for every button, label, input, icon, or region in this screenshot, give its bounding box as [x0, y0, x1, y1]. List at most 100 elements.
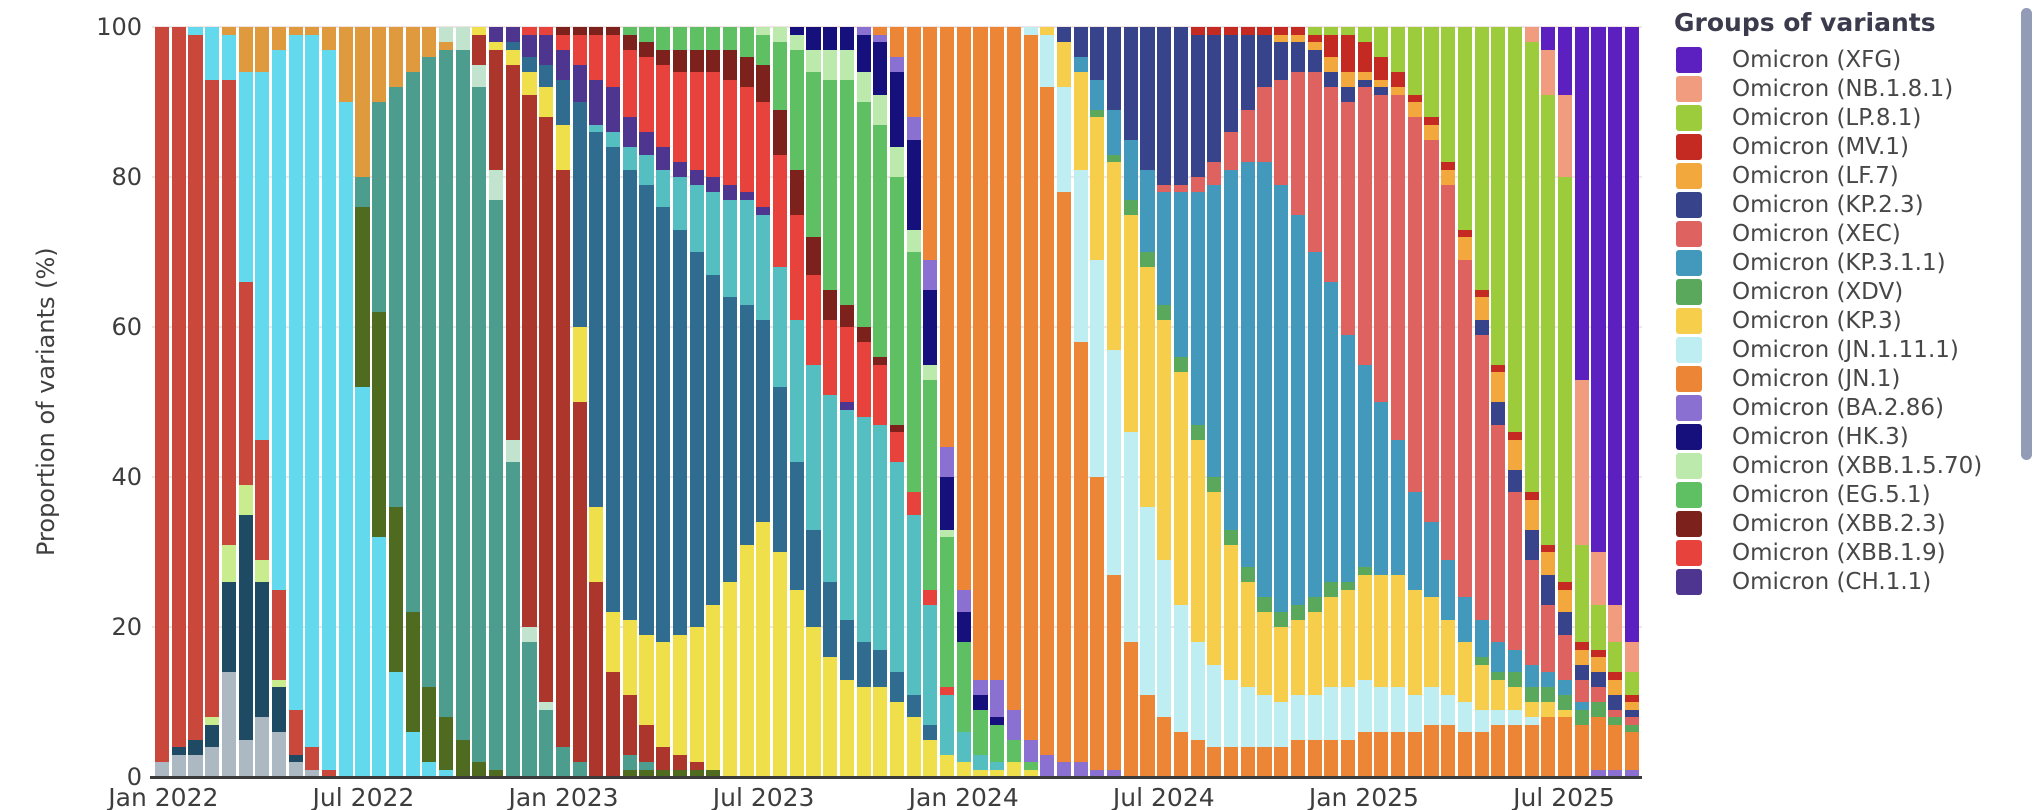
bar-segment-Omicron (XDV)[interactable]	[1224, 529, 1239, 545]
bar-segment-series-11[interactable]	[555, 79, 570, 125]
bar-segment-Omicron (XBB.2.3)[interactable]	[605, 27, 621, 35]
bar-segment-Omicron (LP.8.1)[interactable]	[1591, 604, 1606, 650]
bar-segment-series-2[interactable]	[238, 484, 253, 515]
bar-segment-Omicron (KP.3.1.1)[interactable]	[1274, 184, 1289, 612]
bar-segment-Omicron (KP.2.3)[interactable]	[1340, 87, 1356, 102]
bar-segment-Omicron (JN.1)[interactable]	[1491, 724, 1506, 777]
bar-segment-Omicron (LP.8.1)[interactable]	[1441, 27, 1456, 162]
bar-segment-Omicron (XFG)[interactable]	[1624, 27, 1639, 642]
bar-segment-Omicron (XBB.1.9)[interactable]	[622, 49, 637, 117]
bar-segment-Omicron (KP.3.1.1)[interactable]	[1391, 439, 1406, 575]
bar-segment-Omicron (JN.1)[interactable]	[973, 27, 988, 680]
stacked-bar-29[interactable]	[639, 27, 654, 777]
bar-segment-Omicron (JN.1.11.1)[interactable]	[1340, 687, 1356, 740]
bar-segment-Omicron (XEC)[interactable]	[1340, 102, 1356, 335]
bar-segment-Omicron (JN.1)[interactable]	[1173, 732, 1188, 777]
stacked-bar-23[interactable]	[539, 27, 554, 777]
bar-segment-series-11[interactable]	[505, 42, 520, 50]
bar-segment-Omicron (XDV)[interactable]	[1090, 109, 1105, 117]
bar-segment-series-4[interactable]	[288, 34, 303, 710]
bar-segment-Omicron (KP.2.3)[interactable]	[1073, 27, 1088, 57]
bar-segment-Omicron (KP.3.1.1)[interactable]	[1090, 79, 1105, 110]
bar-segment-series-10[interactable]	[706, 604, 721, 770]
bar-segment-Omicron (EG.5.1)[interactable]	[706, 27, 721, 50]
bar-segment-Omicron (XBB.1.9)[interactable]	[906, 492, 921, 515]
bar-segment-Omicron (XBB.1.9)[interactable]	[589, 34, 604, 80]
bar-segment-Omicron (XDV)[interactable]	[1474, 657, 1489, 665]
bar-segment-Omicron (MV.1)[interactable]	[1224, 27, 1239, 35]
stacked-bar-32[interactable]	[689, 27, 704, 777]
bar-segment-Omicron (KP.2.3)[interactable]	[1190, 34, 1205, 177]
bar-segment-series-4[interactable]	[238, 72, 253, 282]
stacked-bar-67[interactable]	[1274, 27, 1289, 777]
bar-segment-series-11[interactable]	[839, 619, 854, 680]
stacked-bar-10[interactable]	[322, 27, 337, 777]
bar-segment-series-4[interactable]	[271, 49, 287, 590]
bar-segment-Omicron (KP.3.1.1)[interactable]	[1457, 597, 1472, 642]
bar-segment-series-4[interactable]	[188, 27, 203, 35]
bar-segment-Omicron (LP.8.1)[interactable]	[1457, 27, 1472, 230]
legend-item-omicron-hk-3[interactable]: Omicron (HK.3)	[1662, 422, 2020, 451]
bar-segment-Omicron (XBB.2.3)[interactable]	[823, 289, 838, 320]
bar-segment-series-12[interactable]	[923, 604, 938, 725]
bar-segment-series-7[interactable]	[238, 27, 253, 72]
legend-item-omicron-ch-1-1[interactable]: Omicron (CH.1.1)	[1662, 567, 2020, 596]
bar-segment-Omicron (XEC)[interactable]	[1457, 259, 1472, 597]
bar-segment-Omicron (XBB.2.3)[interactable]	[739, 57, 754, 87]
bar-segment-Omicron (MV.1)[interactable]	[1190, 27, 1205, 35]
stacked-bar-21[interactable]	[505, 27, 520, 777]
bar-segment-Omicron (KP.3)[interactable]	[1324, 597, 1339, 687]
bar-segment-Omicron (MV.1)[interactable]	[1507, 432, 1523, 440]
bar-segment-Omicron (LP.8.1)[interactable]	[1608, 642, 1623, 672]
bar-segment-Omicron (MV.1)[interactable]	[1624, 694, 1639, 702]
bar-segment-Omicron (LF.7)[interactable]	[1608, 679, 1623, 695]
bar-segment-Omicron (MV.1)[interactable]	[1207, 27, 1222, 35]
bar-segment-Omicron (BA.2.86)[interactable]	[856, 27, 871, 35]
bar-segment-series-9[interactable]	[639, 724, 654, 762]
stacked-bar-35[interactable]	[739, 27, 754, 777]
bar-segment-Omicron (XBB.2.3)[interactable]	[555, 27, 570, 35]
bar-segment-Omicron (BA.2.86)[interactable]	[1608, 769, 1623, 777]
stacked-bar-3[interactable]	[205, 27, 220, 777]
bar-segment-Omicron (NB.1.8.1)[interactable]	[1591, 552, 1606, 605]
stacked-bar-80[interactable]	[1491, 27, 1506, 777]
bar-segment-series-0[interactable]	[255, 717, 270, 777]
bar-segment-Omicron (MV.1)[interactable]	[1391, 72, 1406, 87]
bar-segment-Omicron (CH.1.1)[interactable]	[555, 49, 570, 80]
bar-segment-Omicron (KP.3.1.1)[interactable]	[1240, 162, 1255, 567]
bar-segment-Omicron (KP.2.3)[interactable]	[1524, 529, 1539, 560]
legend-item-omicron-nb-1-8-1[interactable]: Omicron (NB.1.8.1)	[1662, 74, 2020, 103]
bar-segment-series-5[interactable]	[388, 507, 403, 672]
bar-segment-Omicron (KP.3)[interactable]	[1224, 544, 1239, 680]
bar-segment-Omicron (KP.3.1.1)[interactable]	[1140, 169, 1155, 252]
bar-segment-Omicron (KP.3.1.1)[interactable]	[1224, 169, 1239, 530]
bar-segment-Omicron (BA.2.86)[interactable]	[940, 447, 955, 477]
bar-segment-series-5[interactable]	[656, 769, 671, 777]
bar-segment-Omicron (LF.7)[interactable]	[1507, 439, 1523, 470]
stacked-bar-81[interactable]	[1507, 27, 1523, 777]
bar-segment-Omicron (XBB.2.3)[interactable]	[806, 237, 821, 275]
bar-segment-Omicron (LF.7)[interactable]	[1591, 657, 1606, 672]
stacked-bar-75[interactable]	[1407, 27, 1422, 777]
bar-segment-Omicron (BA.2.86)[interactable]	[1591, 769, 1606, 777]
bar-segment-series-11[interactable]	[656, 207, 671, 642]
bar-segment-series-10[interactable]	[656, 642, 671, 747]
bar-segment-Omicron (JN.1.11.1)[interactable]	[1257, 694, 1272, 747]
legend-item-omicron-xbb-1-5-70[interactable]: Omicron (XBB.1.5.70)	[1662, 451, 2020, 480]
bar-segment-series-9[interactable]	[656, 747, 671, 770]
bar-segment-series-7[interactable]	[405, 27, 420, 72]
bar-segment-Omicron (JN.1)[interactable]	[940, 27, 955, 447]
bar-segment-Omicron (NB.1.8.1)[interactable]	[1541, 49, 1556, 95]
bar-segment-series-12[interactable]	[706, 192, 721, 275]
bar-segment-Omicron (JN.1)[interactable]	[1558, 717, 1573, 777]
bar-segment-Omicron (LF.7)[interactable]	[1491, 372, 1506, 402]
bar-segment-Omicron (BA.2.86)[interactable]	[873, 34, 888, 42]
bar-segment-Omicron (XDV)[interactable]	[1240, 567, 1255, 582]
bar-segment-series-0[interactable]	[238, 739, 253, 777]
bar-segment-series-10[interactable]	[1023, 769, 1038, 777]
bar-segment-series-6[interactable]	[639, 762, 654, 770]
stacked-bar-64[interactable]	[1224, 27, 1239, 777]
bar-segment-Omicron (XBB.1.9)[interactable]	[873, 364, 888, 425]
bar-segment-Omicron (JN.1)[interactable]	[873, 27, 888, 35]
bar-segment-Omicron (LF.7)[interactable]	[1457, 237, 1472, 260]
